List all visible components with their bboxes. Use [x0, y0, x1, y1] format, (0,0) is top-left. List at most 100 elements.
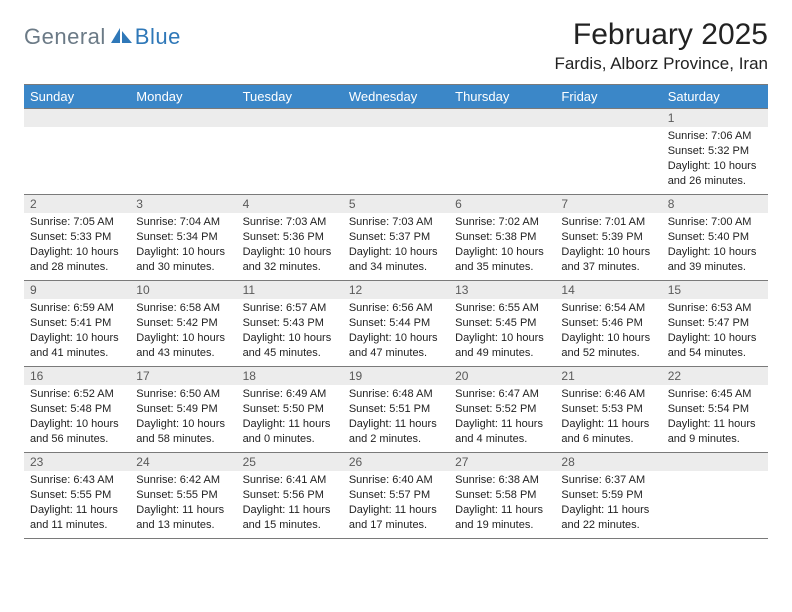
day-line: Daylight: 10 hours and 41 minutes.	[30, 331, 124, 361]
day-line: Sunrise: 7:05 AM	[30, 215, 124, 230]
day-line: Sunrise: 6:46 AM	[561, 387, 655, 402]
day-number: 22	[662, 367, 768, 385]
day-content	[662, 471, 768, 477]
day-number: 16	[24, 367, 130, 385]
day-content: Sunrise: 6:57 AMSunset: 5:43 PMDaylight:…	[237, 299, 343, 364]
day-line: Sunset: 5:39 PM	[561, 230, 655, 245]
day-content: Sunrise: 7:03 AMSunset: 5:37 PMDaylight:…	[343, 213, 449, 278]
day-line: Sunrise: 6:42 AM	[136, 473, 230, 488]
weekday-header: Wednesday	[343, 85, 449, 109]
day-content: Sunrise: 6:43 AMSunset: 5:55 PMDaylight:…	[24, 471, 130, 536]
day-line: Sunset: 5:43 PM	[243, 316, 337, 331]
day-line: Sunset: 5:55 PM	[136, 488, 230, 503]
day-line: Sunset: 5:34 PM	[136, 230, 230, 245]
day-line: Sunset: 5:41 PM	[30, 316, 124, 331]
day-line: Sunset: 5:36 PM	[243, 230, 337, 245]
day-line: Sunset: 5:45 PM	[455, 316, 549, 331]
day-number: 6	[449, 195, 555, 213]
calendar-week-row: 1Sunrise: 7:06 AMSunset: 5:32 PMDaylight…	[24, 109, 768, 195]
day-content: Sunrise: 6:41 AMSunset: 5:56 PMDaylight:…	[237, 471, 343, 536]
day-line: Sunset: 5:33 PM	[30, 230, 124, 245]
day-content: Sunrise: 6:37 AMSunset: 5:59 PMDaylight:…	[555, 471, 661, 536]
day-line: Sunrise: 6:57 AM	[243, 301, 337, 316]
weekday-header: Saturday	[662, 85, 768, 109]
day-line: Sunset: 5:46 PM	[561, 316, 655, 331]
calendar-cell: 2Sunrise: 7:05 AMSunset: 5:33 PMDaylight…	[24, 195, 130, 281]
day-number: 13	[449, 281, 555, 299]
day-line: Daylight: 10 hours and 35 minutes.	[455, 245, 549, 275]
day-line: Daylight: 10 hours and 28 minutes.	[30, 245, 124, 275]
day-line: Sunrise: 7:02 AM	[455, 215, 549, 230]
day-line: Sunset: 5:47 PM	[668, 316, 762, 331]
day-line: Sunrise: 6:37 AM	[561, 473, 655, 488]
day-number: 21	[555, 367, 661, 385]
logo-text-general: General	[24, 24, 106, 50]
day-line: Sunrise: 6:56 AM	[349, 301, 443, 316]
calendar-cell	[662, 453, 768, 539]
title-block: February 2025 Fardis, Alborz Province, I…	[554, 18, 768, 74]
day-content	[130, 127, 236, 133]
day-number: 7	[555, 195, 661, 213]
day-content: Sunrise: 6:59 AMSunset: 5:41 PMDaylight:…	[24, 299, 130, 364]
day-number: 2	[24, 195, 130, 213]
calendar-body: 1Sunrise: 7:06 AMSunset: 5:32 PMDaylight…	[24, 109, 768, 539]
weekday-header: Sunday	[24, 85, 130, 109]
calendar-cell: 26Sunrise: 6:40 AMSunset: 5:57 PMDayligh…	[343, 453, 449, 539]
calendar-week-row: 16Sunrise: 6:52 AMSunset: 5:48 PMDayligh…	[24, 367, 768, 453]
calendar-cell: 9Sunrise: 6:59 AMSunset: 5:41 PMDaylight…	[24, 281, 130, 367]
day-line: Daylight: 11 hours and 2 minutes.	[349, 417, 443, 447]
calendar-cell: 20Sunrise: 6:47 AMSunset: 5:52 PMDayligh…	[449, 367, 555, 453]
day-line: Daylight: 10 hours and 30 minutes.	[136, 245, 230, 275]
calendar-cell: 14Sunrise: 6:54 AMSunset: 5:46 PMDayligh…	[555, 281, 661, 367]
calendar-cell	[130, 109, 236, 195]
day-content: Sunrise: 7:04 AMSunset: 5:34 PMDaylight:…	[130, 213, 236, 278]
day-line: Sunrise: 6:49 AM	[243, 387, 337, 402]
calendar-cell: 16Sunrise: 6:52 AMSunset: 5:48 PMDayligh…	[24, 367, 130, 453]
day-number	[24, 109, 130, 127]
logo-sail-icon	[111, 26, 133, 49]
day-line: Daylight: 10 hours and 39 minutes.	[668, 245, 762, 275]
day-content: Sunrise: 6:45 AMSunset: 5:54 PMDaylight:…	[662, 385, 768, 450]
day-line: Sunrise: 6:58 AM	[136, 301, 230, 316]
calendar-cell: 18Sunrise: 6:49 AMSunset: 5:50 PMDayligh…	[237, 367, 343, 453]
day-line: Sunrise: 7:04 AM	[136, 215, 230, 230]
day-line: Sunrise: 7:00 AM	[668, 215, 762, 230]
day-line: Sunset: 5:53 PM	[561, 402, 655, 417]
day-line: Daylight: 10 hours and 43 minutes.	[136, 331, 230, 361]
day-number	[555, 109, 661, 127]
location-subtitle: Fardis, Alborz Province, Iran	[554, 54, 768, 74]
day-line: Sunrise: 6:45 AM	[668, 387, 762, 402]
day-content	[555, 127, 661, 133]
calendar-cell: 13Sunrise: 6:55 AMSunset: 5:45 PMDayligh…	[449, 281, 555, 367]
calendar-cell: 3Sunrise: 7:04 AMSunset: 5:34 PMDaylight…	[130, 195, 236, 281]
day-content: Sunrise: 7:06 AMSunset: 5:32 PMDaylight:…	[662, 127, 768, 192]
day-content: Sunrise: 6:54 AMSunset: 5:46 PMDaylight:…	[555, 299, 661, 364]
calendar-cell: 21Sunrise: 6:46 AMSunset: 5:53 PMDayligh…	[555, 367, 661, 453]
calendar-cell	[343, 109, 449, 195]
day-number: 20	[449, 367, 555, 385]
weekday-header: Friday	[555, 85, 661, 109]
weekday-header: Monday	[130, 85, 236, 109]
calendar-week-row: 2Sunrise: 7:05 AMSunset: 5:33 PMDaylight…	[24, 195, 768, 281]
day-line: Sunset: 5:55 PM	[30, 488, 124, 503]
calendar-cell: 23Sunrise: 6:43 AMSunset: 5:55 PMDayligh…	[24, 453, 130, 539]
day-number: 3	[130, 195, 236, 213]
day-line: Sunrise: 6:59 AM	[30, 301, 124, 316]
day-content: Sunrise: 7:01 AMSunset: 5:39 PMDaylight:…	[555, 213, 661, 278]
day-number: 26	[343, 453, 449, 471]
day-line: Sunset: 5:42 PM	[136, 316, 230, 331]
day-content: Sunrise: 6:50 AMSunset: 5:49 PMDaylight:…	[130, 385, 236, 450]
day-line: Daylight: 11 hours and 4 minutes.	[455, 417, 549, 447]
day-number: 12	[343, 281, 449, 299]
day-content: Sunrise: 7:05 AMSunset: 5:33 PMDaylight:…	[24, 213, 130, 278]
day-line: Sunset: 5:50 PM	[243, 402, 337, 417]
day-content	[237, 127, 343, 133]
calendar-cell	[555, 109, 661, 195]
day-number: 5	[343, 195, 449, 213]
day-content: Sunrise: 6:47 AMSunset: 5:52 PMDaylight:…	[449, 385, 555, 450]
day-content: Sunrise: 6:48 AMSunset: 5:51 PMDaylight:…	[343, 385, 449, 450]
day-content	[449, 127, 555, 133]
day-line: Sunset: 5:40 PM	[668, 230, 762, 245]
day-line: Sunset: 5:58 PM	[455, 488, 549, 503]
day-line: Daylight: 11 hours and 15 minutes.	[243, 503, 337, 533]
